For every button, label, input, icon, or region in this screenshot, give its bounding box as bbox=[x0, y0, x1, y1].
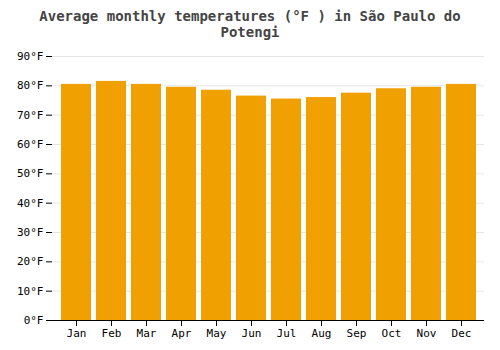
svg-text:May: May bbox=[207, 327, 227, 340]
svg-text:0°F: 0°F bbox=[24, 314, 44, 327]
html-text:Average monthly temperatures (: Average monthly temperatures (°F ) in Sã… bbox=[39, 8, 461, 40]
svg-text:Dec: Dec bbox=[452, 327, 472, 340]
svg-text:Jul: Jul bbox=[277, 327, 297, 340]
svg-text:10°F: 10°F bbox=[17, 285, 44, 298]
svg-text:90°F: 90°F bbox=[17, 50, 44, 63]
svg-text:Nov: Nov bbox=[417, 327, 437, 340]
svg-text:60°F: 60°F bbox=[17, 138, 44, 151]
svg-text:80°F: 80°F bbox=[17, 79, 44, 92]
svg-text:20°F: 20°F bbox=[17, 255, 44, 268]
svg-text:Feb: Feb bbox=[102, 327, 122, 340]
svg-text:70°F: 70°F bbox=[17, 109, 44, 122]
svg-text:30°F: 30°F bbox=[17, 226, 44, 239]
svg-text:Oct: Oct bbox=[382, 327, 402, 340]
svg-text:Aug: Aug bbox=[312, 327, 332, 340]
svg-text:40°F: 40°F bbox=[17, 197, 44, 210]
svg-text:Jan: Jan bbox=[67, 327, 87, 340]
svg-text:Sep: Sep bbox=[347, 327, 367, 340]
svg-text:Jun: Jun bbox=[242, 327, 262, 340]
svg-text:50°F: 50°F bbox=[17, 167, 44, 180]
svg-text:Apr: Apr bbox=[172, 327, 192, 340]
svg-text:Mar: Mar bbox=[137, 327, 157, 340]
